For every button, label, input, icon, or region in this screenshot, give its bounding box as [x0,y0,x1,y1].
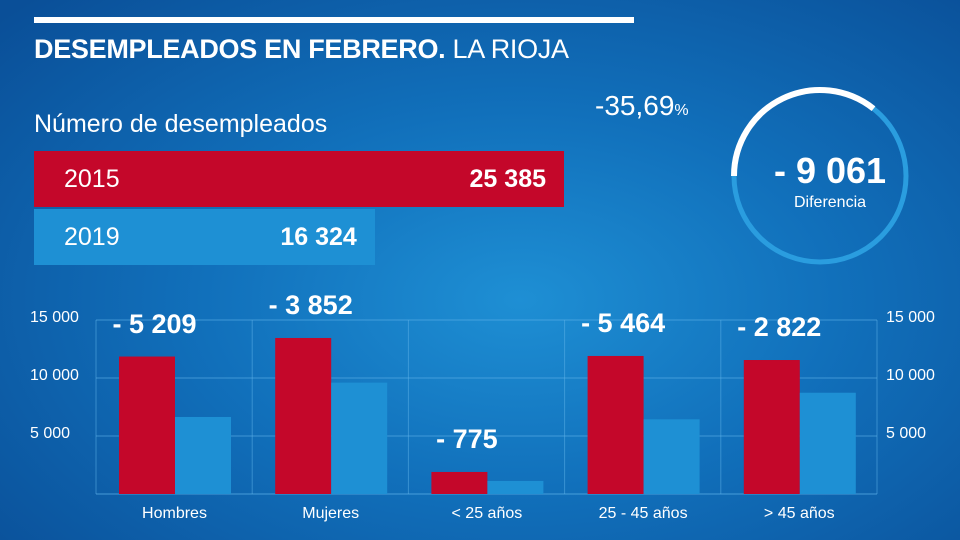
difference-value: - 9 061 [773,150,887,191]
y-tick-right: 10 000 [886,367,935,384]
bar-2019 [331,382,388,494]
category-label: Mujeres [302,505,360,522]
difference-label: Diferencia [793,194,867,211]
bar-2015 [275,337,332,494]
data-label: - 5 209 [112,308,197,339]
category-label: Hombres [142,505,207,522]
bar-2019 [175,416,231,494]
bar-2019 [799,392,856,494]
ring-progress [731,87,876,177]
bar-2015 [119,356,175,494]
total-bar-2015: 2015 25 385 [34,151,564,207]
year-label: 2015 [64,164,120,193]
total-value: 25 385 [469,164,546,193]
category-label: < 25 años [451,505,523,522]
y-tick-left: 15 000 [30,309,79,326]
subtitle: Número de desempleados [34,110,328,138]
year-label: 2019 [64,222,120,251]
y-tick-left: 10 000 [30,367,79,384]
data-label: - 5 464 [581,307,666,338]
bar-2015 [431,471,488,494]
bar-2019 [487,480,544,494]
page-title: DESEMPLEADOS EN FEBRERO. LA RIOJA [34,34,569,64]
data-label: - 3 852 [268,289,353,320]
bar-2015 [743,360,800,494]
data-label: - 2 822 [737,312,822,343]
total-bar-2019: 2019 16 324 [34,209,375,265]
y-tick-right: 5 000 [886,425,927,442]
percent-change: -35,69% [595,90,689,121]
bar-2019 [643,419,700,494]
category-label: > 45 años [763,505,835,522]
y-tick-right: 15 000 [886,309,935,326]
category-label: 25 - 45 años [598,505,688,522]
total-value: 16 324 [280,222,357,251]
bar-2015 [587,355,644,494]
title-rule [34,17,634,23]
data-label: - 775 [436,423,498,454]
y-tick-left: 5 000 [30,425,71,442]
